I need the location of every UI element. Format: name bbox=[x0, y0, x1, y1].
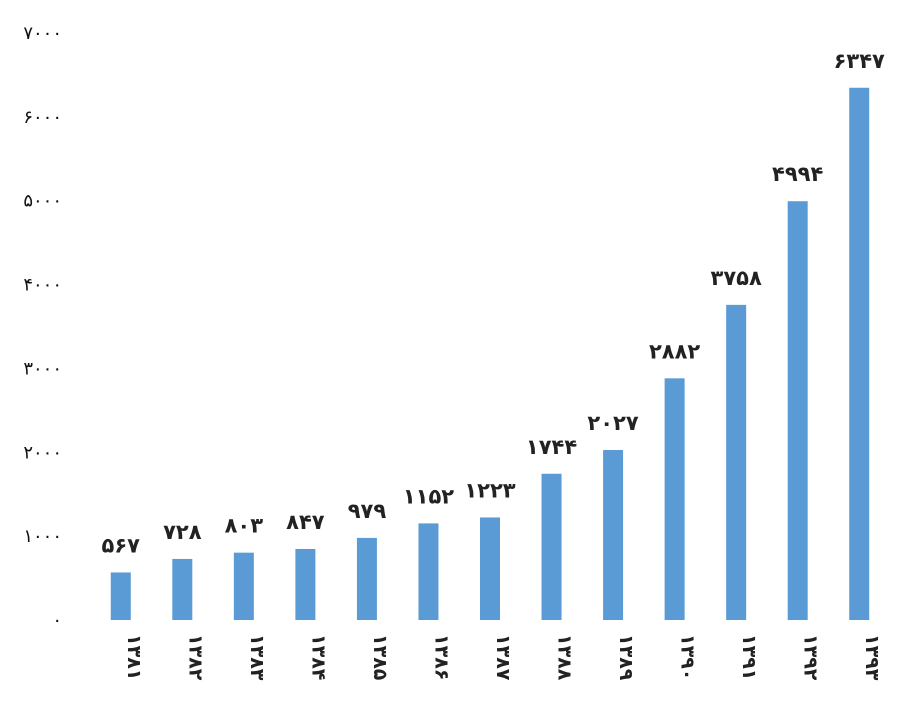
x-category-label: ۱۳۸۶ bbox=[430, 634, 452, 680]
bar bbox=[480, 517, 500, 620]
y-tick-label: ۴۰۰۰ bbox=[23, 275, 62, 296]
y-axis: ۰ ۱۰۰۰ ۲۰۰۰ ۳۰۰۰ ۴۰۰۰ ۵۰۰۰ ۶۰۰۰ ۷۰۰۰ bbox=[23, 23, 62, 631]
bar-value-label: ۱۷۴۴ bbox=[526, 435, 577, 459]
bar bbox=[233, 552, 254, 620]
bar bbox=[295, 548, 316, 620]
bar-value-label: ۳۷۵۸ bbox=[711, 266, 762, 290]
x-category-label: ۱۳۹۳ bbox=[861, 634, 883, 681]
y-tick-label: ۰ bbox=[52, 610, 62, 631]
x-category-label: ۱۳۸۲ bbox=[184, 634, 206, 681]
bar bbox=[541, 473, 562, 620]
bar-value-label: ۸۴۷ bbox=[286, 510, 325, 534]
bar bbox=[603, 450, 624, 620]
x-category-label: ۱۳۹۲ bbox=[800, 634, 822, 681]
bar-value-label: ۱۲۲۳ bbox=[464, 478, 515, 502]
y-tick-label: ۶۰۰۰ bbox=[23, 107, 62, 128]
y-tick-label: ۵۰۰۰ bbox=[23, 191, 62, 212]
y-tick-label: ۳۰۰۰ bbox=[23, 358, 62, 379]
bar-value-label: ۲۰۲۷ bbox=[587, 411, 638, 435]
bar-value-label: ۴۹۹۴ bbox=[772, 162, 823, 186]
bar-value-label: ۹۷۹ bbox=[348, 499, 387, 523]
bar bbox=[356, 537, 377, 620]
bar bbox=[664, 378, 685, 620]
x-axis: ۱۳۸۱ ۱۳۸۲ ۱۳۸۳ ۱۳۸۴ ۱۳۸۵ ۱۳۸۶ ۱۳۸۷ ۱۳۸۸ ۱۳۸۹ ۱۳۹۰… bbox=[123, 634, 883, 681]
bar-value-label: ۵۶۷ bbox=[102, 533, 141, 557]
bar-value-label: ۷۲۸ bbox=[163, 520, 202, 544]
bar bbox=[110, 572, 131, 620]
bar-value-label: ۱۱۵۲ bbox=[403, 484, 454, 508]
x-category-label: ۱۳۹۱ bbox=[738, 634, 760, 680]
y-tick-label: ۷۰۰۰ bbox=[23, 23, 62, 44]
x-category-label: ۱۳۸۹ bbox=[615, 634, 637, 681]
bar bbox=[418, 523, 439, 620]
bar bbox=[172, 558, 193, 620]
bar-series bbox=[110, 87, 870, 621]
y-tick-label: ۱۰۰۰ bbox=[23, 526, 62, 547]
data-labels: ۵۶۷ ۷۲۸ ۸۰۳ ۸۴۷ ۹۷۹ ۱۱۵۲ ۱۲۲۳ ۱۷۴۴ ۲۰۲۷ ۲۸۸۲ ۳۷۵۸ ۴… bbox=[102, 49, 885, 558]
bar-value-label: ۶۳۴۷ bbox=[834, 49, 885, 73]
bar-value-label: ۸۰۳ bbox=[225, 514, 264, 538]
y-tick-label: ۲۰۰۰ bbox=[23, 442, 62, 463]
x-category-label: ۱۳۹۰ bbox=[677, 634, 699, 680]
x-category-label: ۱۳۸۱ bbox=[123, 634, 145, 680]
x-category-label: ۱۳۸۸ bbox=[554, 634, 576, 681]
x-category-label: ۱۳۸۴ bbox=[307, 634, 329, 680]
bar bbox=[849, 87, 870, 620]
bar bbox=[787, 201, 808, 621]
bar bbox=[726, 304, 747, 620]
x-category-label: ۱۳۸۷ bbox=[492, 634, 514, 681]
x-category-label: ۱۳۸۵ bbox=[369, 634, 391, 681]
x-category-label: ۱۳۸۳ bbox=[246, 634, 268, 681]
bar-value-label: ۲۸۸۲ bbox=[649, 339, 700, 363]
